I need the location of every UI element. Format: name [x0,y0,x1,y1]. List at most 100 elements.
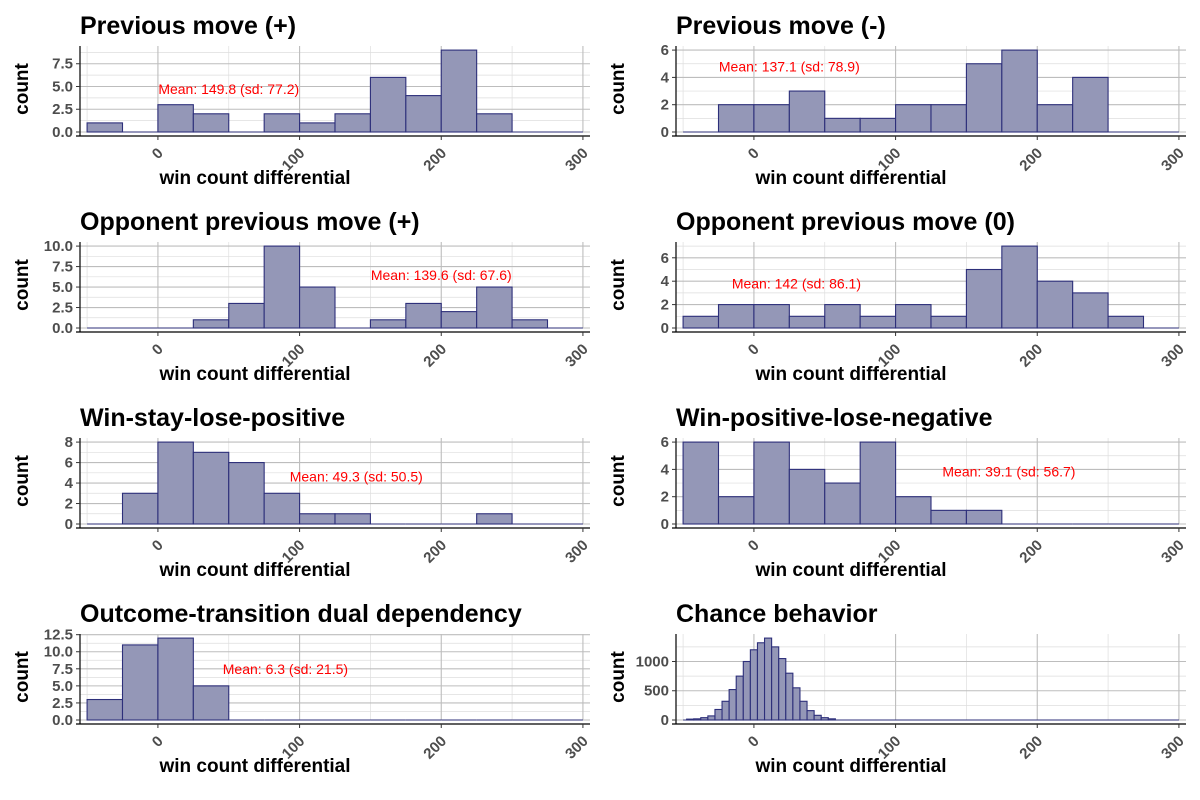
histogram-bar [157,441,194,525]
histogram-bar [157,637,194,721]
histogram-bar [930,315,967,329]
y-tick-label: 2 [661,97,669,114]
x-tick-label: 300 [1158,145,1188,175]
y-tick-label: 2.5 [52,101,73,118]
histogram-bar [1036,104,1074,133]
histogram-bar [728,689,737,721]
histogram-bar [965,509,1003,525]
histogram-bar [1072,76,1109,133]
histogram-bar [965,268,1003,329]
histogram-bar [511,319,549,329]
y-tick-label: 0 [661,124,669,141]
histogram-bar [86,698,124,721]
panel-1: Previous move (+)0.02.55.07.50 100 200 300w… [12,12,592,189]
histogram-bar [405,95,442,133]
x-tick-label: 0 [149,733,167,751]
histogram-bar [369,76,407,133]
y-tick-label: 2.5 [52,695,73,712]
histogram-bar [1001,245,1038,329]
histogram-bar [476,113,513,133]
y-tick-label: 7.5 [52,259,73,276]
histogram-bar [788,315,826,329]
x-tick-label: 0 [149,537,167,555]
histogram-bar [1001,49,1038,133]
histogram-bar [756,642,766,721]
histogram-bar [753,441,790,525]
histogram-bar [86,122,124,133]
x-tick-label: 200 [420,733,450,763]
x-axis-title: win count differential [158,168,350,189]
histogram-bar [813,714,822,721]
x-tick-label: 300 [1158,733,1188,763]
mean-annotation: Mean: 142 (sd: 86.1) [732,276,861,292]
mean-annotation: Mean: 39.1 (sd: 56.7) [942,463,1075,479]
y-tick-label: 1000 [636,653,669,670]
histogram-bar [763,637,773,721]
histogram-bar [717,496,755,525]
histogram-bar [965,63,1003,133]
x-axis-title: win count differential [754,364,946,385]
panel-title: Win-stay-lose-positive [80,404,345,432]
histogram-bar [771,646,780,721]
mean-annotation: Mean: 139.6 (sd: 67.6) [371,267,512,283]
y-tick-label: 0 [661,516,669,533]
histogram-bar [299,286,336,329]
histogram-bar [778,658,787,721]
mean-annotation: Mean: 6.3 (sd: 21.5) [223,661,348,677]
histogram-bar [299,513,336,525]
histogram-bar [476,513,513,525]
y-tick-label: 5.0 [52,279,73,296]
histogram-bar [735,675,744,721]
y-tick-label: 2.5 [52,300,73,317]
histogram-bar [1036,280,1074,329]
x-tick-label: 300 [1158,537,1188,567]
panel-title: Chance behavior [676,600,878,628]
y-axis-title: count [608,62,629,114]
histogram-bar [299,122,336,133]
y-tick-label: 0 [661,320,669,337]
histogram-bar [895,104,932,133]
histogram-bar [714,708,723,721]
y-tick-label: 2 [65,496,73,513]
histogram-bar [369,319,407,329]
histogram-bar [228,462,265,525]
x-tick-label: 0 [149,145,167,163]
histogram-bar [263,113,301,133]
histogram-bar [717,104,755,133]
x-tick-label: 200 [1016,733,1046,763]
histogram-bar [440,311,478,329]
y-tick-label: 8 [65,434,73,451]
x-tick-label: 0 [745,145,763,163]
x-tick-label: 200 [1016,341,1046,371]
histogram-bar [682,315,720,329]
y-tick-label: 5.0 [52,678,73,695]
panel-title: Win-positive-lose-negative [676,404,993,432]
y-tick-label: 0.0 [52,712,73,729]
y-tick-label: 4 [65,475,74,492]
histogram-bar [792,687,801,721]
histogram-bar [930,104,967,133]
y-tick-label: 5.0 [52,78,73,95]
y-tick-label: 4 [661,273,670,290]
x-tick-label: 200 [1016,145,1046,175]
y-axis-title: count [608,454,629,506]
x-tick-label: 200 [420,537,450,567]
y-tick-label: 4 [661,69,670,86]
histogram-bar [749,649,759,721]
histogram-bar [742,660,751,721]
panel-title: Opponent previous move (+) [80,208,420,236]
histogram-bar [895,304,932,329]
histogram-bar [405,302,442,329]
x-tick-label: 300 [1158,341,1188,371]
y-tick-label: 7.5 [52,661,73,678]
histogram-bar [717,304,755,329]
x-axis-title: win count differential [158,756,350,777]
y-tick-label: 7.5 [52,56,73,73]
histogram-bar [753,304,790,329]
x-axis-title: win count differential [754,168,946,189]
y-tick-label: 4 [661,461,670,478]
